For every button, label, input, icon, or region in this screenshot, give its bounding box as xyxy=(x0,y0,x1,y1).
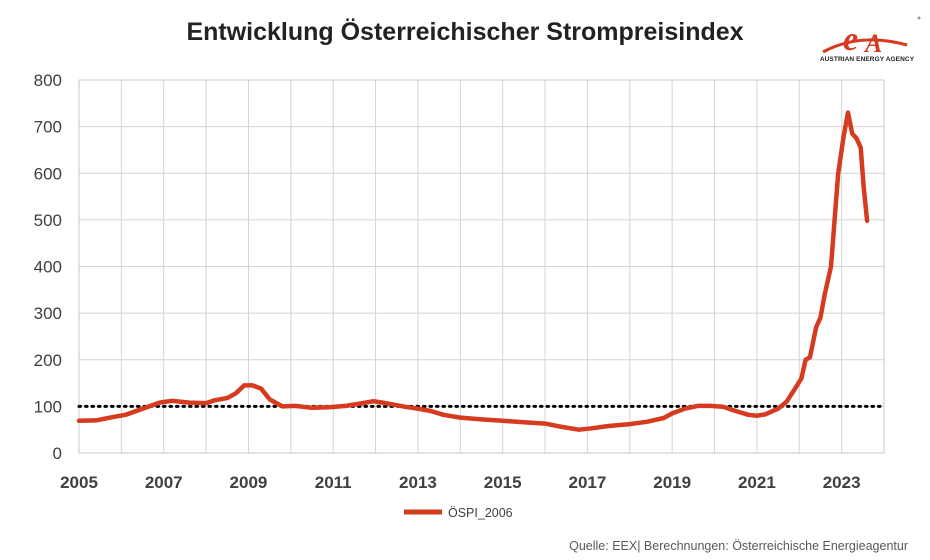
x-tick-label: 2011 xyxy=(315,473,352,492)
x-tick-label: 2019 xyxy=(653,473,691,492)
source-note: Quelle: EEX| Berechnungen: Österreichisc… xyxy=(569,539,908,553)
y-tick-label: 200 xyxy=(34,351,62,370)
y-tick-label: 500 xyxy=(34,211,62,230)
legend: ÖSPI_2006 xyxy=(404,506,513,520)
logo-text: AUSTRIAN ENERGY AGENCY xyxy=(819,56,915,63)
series-layer xyxy=(76,110,870,432)
x-tick-label: 2007 xyxy=(145,473,183,492)
logo-e-letter: e xyxy=(843,21,858,58)
x-tick-label: 2017 xyxy=(569,473,607,492)
x-tick-label: 2015 xyxy=(484,473,522,492)
y-tick-label: 400 xyxy=(34,258,62,277)
y-tick-label: 600 xyxy=(34,164,62,183)
x-tick-label: 2013 xyxy=(399,473,437,492)
austrian-energy-agency-logo: e A xyxy=(822,16,921,58)
y-tick-label: 0 xyxy=(53,444,62,463)
y-tick-labels: 0 100 200 300 400 500 600 700 800 xyxy=(34,71,62,463)
x-tick-label: 2005 xyxy=(60,473,98,492)
y-tick-label: 700 xyxy=(34,118,62,137)
x-tick-label: 2009 xyxy=(230,473,268,492)
x-tick-labels: 2005 2007 2009 2011 2013 2015 2017 2019 2021 2023 xyxy=(60,473,860,492)
logo-a-letter: A xyxy=(863,29,882,58)
y-tick-label: 800 xyxy=(34,71,62,90)
x-tick-label: 2023 xyxy=(823,473,861,492)
y-tick-label: 300 xyxy=(34,304,62,323)
grid-layer xyxy=(79,80,884,453)
y-tick-label: 100 xyxy=(34,397,62,416)
legend-label: ÖSPI_2006 xyxy=(448,506,513,520)
logo-registered-dot xyxy=(917,16,921,20)
x-tick-label: 2021 xyxy=(738,473,776,492)
chart-title: Entwicklung Österreichischer Strompreisi… xyxy=(186,18,744,46)
plot-frame xyxy=(78,79,885,454)
series-line xyxy=(76,110,870,432)
logo-swoosh xyxy=(822,38,908,54)
